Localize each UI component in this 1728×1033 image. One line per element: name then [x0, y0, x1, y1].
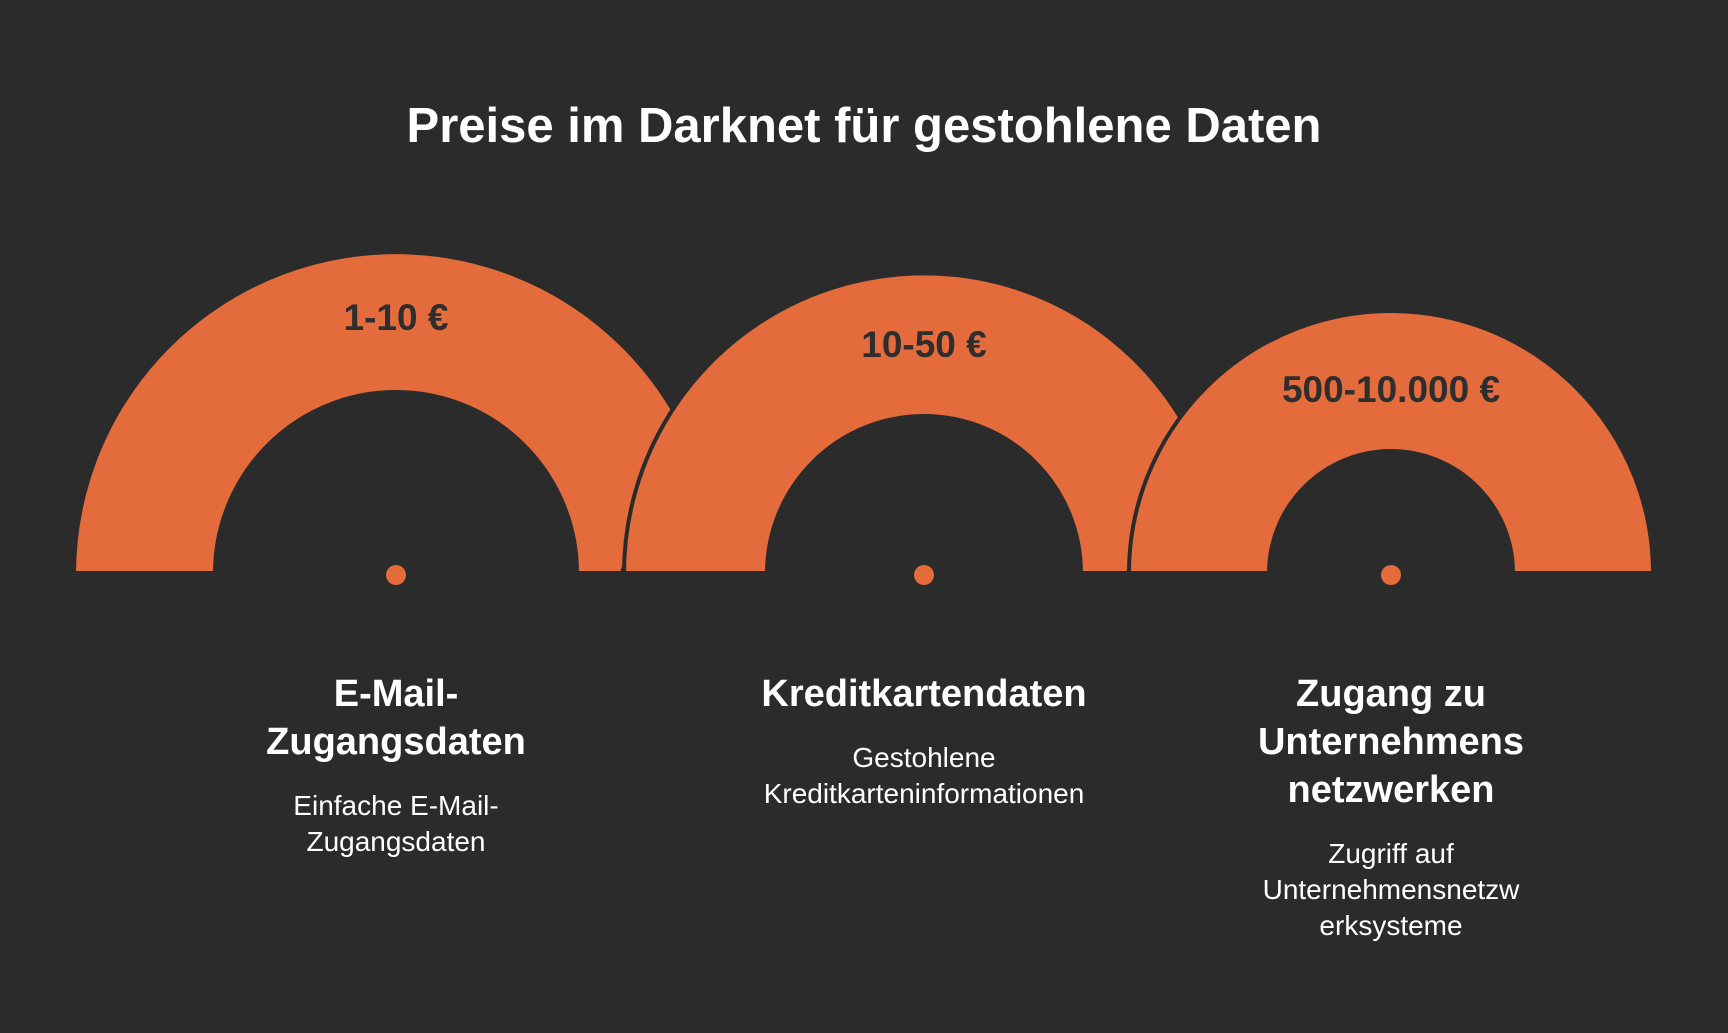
arc-corporate	[1126, 309, 1656, 575]
price-label-corporate: 500-10.000 €	[1282, 369, 1500, 410]
marker-dot-creditcard	[914, 565, 934, 585]
item-description-line: erksysteme	[1319, 910, 1463, 941]
item-corporate: Zugang zu Unternehmens netzwerken Zugrif…	[1201, 670, 1581, 944]
item-title-line: E-Mail-	[333, 673, 459, 715]
arc-creditcard	[621, 271, 1183, 575]
item-creditcard: Kreditkartendaten Gestohlene Kreditkarte…	[714, 670, 1134, 812]
item-title-line: Kreditkartendaten	[761, 673, 1087, 715]
item-description: Einfache E-Mail- Zugangsdaten	[206, 788, 586, 860]
item-email: E-Mail- Zugangsdaten Einfache E-Mail- Zu…	[206, 670, 586, 860]
item-description-line: Zugangsdaten	[306, 826, 486, 857]
item-title-line: Unternehmens	[1257, 721, 1525, 763]
price-label-creditcard: 10-50 €	[861, 324, 987, 365]
arc-email	[71, 250, 676, 575]
item-description-line: Einfache E-Mail-	[293, 790, 499, 821]
item-description: Gestohlene Kreditkarteninformationen	[714, 740, 1134, 812]
item-description-line: Zugriff auf	[1328, 838, 1454, 869]
item-description: Zugriff auf Unternehmensnetzw erksysteme	[1201, 836, 1581, 944]
item-title-line: Zugangsdaten	[266, 721, 526, 763]
item-title-line: netzwerken	[1287, 769, 1495, 811]
price-label-email: 1-10 €	[344, 297, 449, 338]
item-description-line: Kreditkarteninformationen	[763, 778, 1085, 809]
item-description-line: Gestohlene	[852, 742, 996, 773]
item-title: Kreditkartendaten	[714, 670, 1134, 718]
item-title: E-Mail- Zugangsdaten	[206, 670, 586, 766]
item-title: Zugang zu Unternehmens netzwerken	[1201, 670, 1581, 814]
marker-dot-corporate	[1381, 565, 1401, 585]
marker-dot-email	[386, 565, 406, 585]
item-description-line: Unternehmensnetzw	[1262, 874, 1520, 905]
page-title: Preise im Darknet für gestohlene Daten	[406, 99, 1322, 153]
item-title-line: Zugang zu	[1296, 673, 1486, 715]
